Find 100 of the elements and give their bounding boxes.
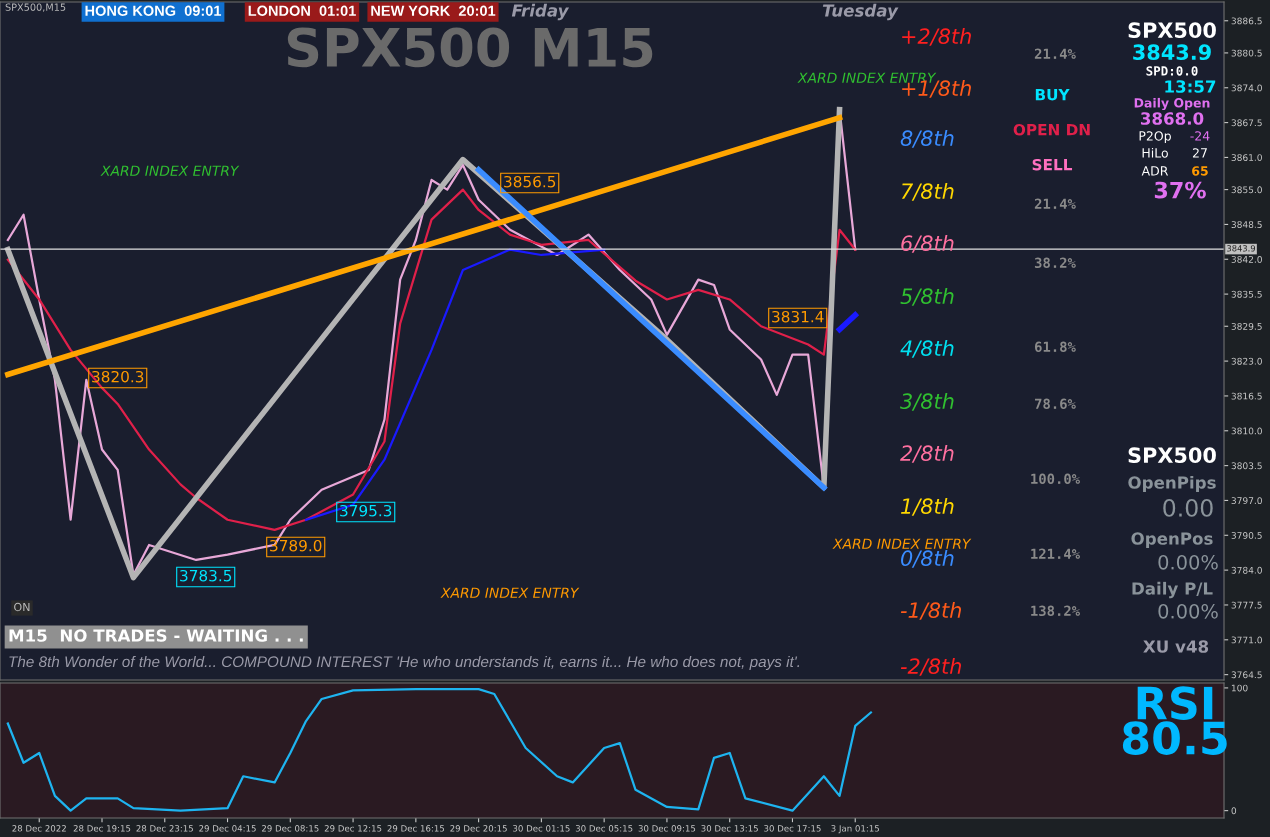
annotation: 121.4%: [1031, 548, 1080, 559]
annotation: 37%: [1154, 181, 1206, 199]
annotation: 100.0%: [1031, 473, 1080, 485]
ref-line-label: 3843.9: [1227, 245, 1256, 252]
annotation: 6/8th: [901, 234, 954, 253]
y-tick-label: 0: [1231, 807, 1237, 815]
annotation: 21.4%: [1034, 48, 1076, 59]
annotation: 38.2%: [1034, 257, 1076, 269]
x-tick-label: 30 Dec 01:15: [513, 825, 570, 832]
annotation: 8/8th: [900, 129, 954, 148]
annotation: 3789.0: [270, 539, 322, 552]
annotation: 21.4%: [1034, 198, 1076, 209]
annotation: ON: [14, 602, 30, 612]
annotation: XU v48: [1143, 640, 1209, 653]
x-tick-label: 30 Dec 17:15: [764, 825, 821, 832]
annotation: 65: [1192, 166, 1208, 176]
y-tick-label: 3810.0: [1231, 427, 1262, 435]
y-tick-label: 3777.5: [1231, 601, 1262, 609]
annotation: XARD INDEX ENTRY: [100, 165, 240, 176]
x-tick-label: 30 Dec 13:15: [701, 825, 758, 832]
x-tick-label: 28 Dec 2022: [12, 825, 66, 832]
annotation: 0/8th: [901, 549, 954, 568]
annotation: SPX500,M15: [5, 3, 66, 12]
annotation: SPX500 M15: [287, 27, 653, 68]
annotation: P2Op: [1139, 131, 1171, 144]
line-series: [6, 688, 873, 812]
x-tick-label: 3 Jan 01:15: [831, 825, 879, 834]
y-tick-label: 3790.5: [1231, 532, 1262, 539]
x-tick-label: 29 Dec 04:15: [199, 825, 256, 832]
annotation: LONDON 01:01: [248, 5, 356, 16]
x-tick-label: 29 Dec 16:15: [387, 825, 445, 832]
annotation: BUY: [1035, 89, 1070, 101]
y-tick-label: 3874.0: [1231, 84, 1262, 92]
annotation: Daily P/L: [1132, 581, 1213, 599]
annotation: 3783.5: [180, 569, 232, 582]
line-series: [6, 188, 857, 532]
annotation: XARD INDEX ENTRY: [832, 538, 972, 549]
x-tick-label: 30 Dec 05:15: [575, 825, 633, 832]
x-tick-label: 29 Dec 08:15: [261, 825, 319, 832]
annotation: 4/8th: [900, 339, 954, 358]
annotation: OpenPos: [1131, 532, 1213, 549]
annotation: 3831.4: [772, 310, 824, 323]
annotation: 80.5: [1122, 721, 1227, 755]
x-tick-label: 28 Dec 19:15: [73, 825, 131, 832]
y-tick-label: 3823.0: [1231, 357, 1262, 365]
annotation: 0.00: [1163, 498, 1213, 517]
annotation: HiLo: [1142, 147, 1168, 158]
annotation: OPEN DN: [1013, 123, 1090, 136]
y-tick-label: 3855.0: [1231, 186, 1262, 194]
y-tick-label: 3842.0: [1231, 255, 1262, 263]
annotation: Friday: [511, 3, 570, 21]
annotation: M15 NO TRADES - WAITING . . .: [9, 629, 303, 642]
annotation: 3/8th: [900, 392, 954, 411]
y-tick-label: 3886.5: [1231, 17, 1262, 25]
annotation: HONG KONG 09:01: [85, 5, 222, 16]
annotation: 1/8th: [901, 497, 954, 516]
annotation: 7/8th: [901, 182, 954, 201]
annotation: 138.2%: [1031, 605, 1080, 617]
y-tick-label: 3835.5: [1231, 290, 1262, 298]
y-tick-label: 3880.5: [1231, 49, 1262, 57]
annotation: -2/8th: [900, 657, 962, 676]
annotation: -1/8th: [900, 601, 962, 620]
annotation: 27: [1192, 148, 1207, 158]
annotation: 0.00%: [1158, 603, 1218, 619]
annotation: 61.8%: [1034, 341, 1076, 353]
y-tick-label: 3764.5: [1231, 671, 1262, 679]
y-tick-label: 3867.5: [1231, 119, 1262, 127]
annotation: 5/8th: [900, 287, 954, 306]
x-tick-label: 30 Dec 09:15: [638, 825, 696, 832]
line-series: [304, 248, 606, 521]
annotation: 0.00%: [1158, 554, 1218, 570]
y-tick-label: 3784.0: [1231, 566, 1262, 574]
annotation: XARD INDEX ENTRY: [440, 587, 580, 598]
annotation: 78.6%: [1035, 398, 1076, 410]
y-tick-label: 3771.0: [1231, 636, 1262, 644]
annotation: ADR: [1141, 166, 1169, 176]
annotation: 3820.3: [92, 370, 144, 383]
y-tick-label: 3816.5: [1231, 392, 1262, 400]
y-tick-label: 3803.5: [1231, 462, 1262, 470]
y-tick-label: 100: [1231, 684, 1248, 692]
annotation: NEW YORK 20:01: [371, 5, 496, 16]
annotation: 3868.0: [1140, 112, 1204, 125]
annotation: 13:57: [1165, 80, 1216, 93]
annotation: 3843.9: [1133, 44, 1211, 61]
annotation: Daily Open: [1134, 97, 1210, 111]
annotation: 3856.5: [504, 175, 556, 188]
annotation: 2/8th: [900, 444, 954, 463]
y-tick-label: 3829.5: [1231, 322, 1262, 330]
annotation: RSI: [1137, 686, 1213, 720]
x-tick-label: 29 Dec 12:15: [324, 825, 382, 832]
annotation: +2/8th: [902, 27, 971, 46]
y-tick-label: 3861.0: [1231, 154, 1262, 161]
annotation: OpenPips: [1128, 475, 1216, 493]
annotation: The 8th Wonder of the World... COMPOUND INTEREST 'He who understands it, earns it... He who does not, pays it'.: [9, 655, 800, 671]
x-tick-label: 28 Dec 23:15: [136, 825, 193, 832]
annotation: 3795.3: [340, 504, 392, 517]
annotation: Tuesday: [822, 3, 899, 21]
annotation: -24: [1190, 131, 1210, 141]
annotation: SPX500: [1128, 447, 1216, 464]
annotation: SPX500: [1128, 22, 1216, 39]
